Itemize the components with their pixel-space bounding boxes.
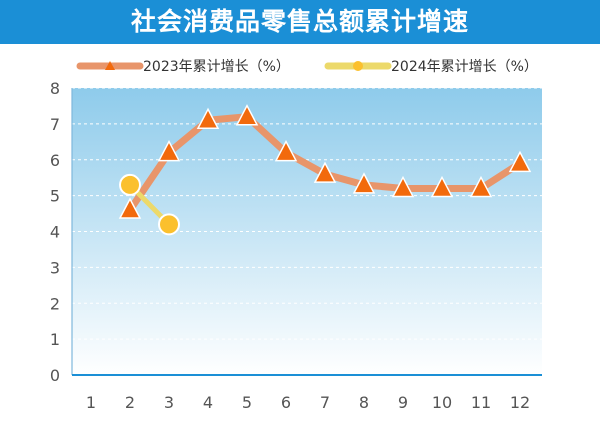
chart-title: 社会消费品零售总额累计增速 bbox=[130, 7, 469, 36]
data-point-circle bbox=[158, 213, 180, 236]
x-tick-label: 12 bbox=[510, 393, 530, 412]
legend-label: 2024年累计增长（%） bbox=[391, 59, 538, 75]
data-point-triangle bbox=[118, 197, 142, 219]
y-tick-label: 7 bbox=[50, 115, 60, 134]
y-tick-label: 8 bbox=[50, 79, 60, 98]
legend-marker-circle bbox=[353, 61, 363, 71]
x-tick-label: 10 bbox=[432, 393, 452, 412]
data-point-triangle bbox=[157, 139, 181, 162]
data-point-triangle bbox=[274, 139, 298, 162]
data-point-triangle bbox=[508, 150, 532, 173]
x-tick-label: 6 bbox=[281, 393, 291, 412]
data-point-triangle bbox=[313, 161, 337, 183]
x-tick-label: 2 bbox=[125, 393, 135, 412]
data-point-triangle bbox=[196, 107, 220, 130]
y-tick-label: 3 bbox=[50, 258, 60, 277]
data-point-circle bbox=[119, 173, 141, 196]
legend-marker-triangle bbox=[105, 61, 115, 70]
data-point-triangle bbox=[235, 104, 259, 126]
x-tick-label: 3 bbox=[164, 393, 174, 412]
x-tick-labels: 1 2 3 4 5 6 7 8 9 10 11 12 bbox=[86, 393, 530, 412]
gridlines bbox=[72, 87, 542, 340]
y-tick-label: 0 bbox=[50, 366, 60, 385]
data-point-triangle bbox=[469, 175, 493, 198]
y-tick-label: 1 bbox=[50, 330, 60, 349]
y-tick-label: 5 bbox=[50, 187, 60, 206]
x-tick-label: 4 bbox=[203, 393, 213, 412]
series-group bbox=[118, 104, 532, 236]
x-tick-label: 7 bbox=[320, 393, 330, 412]
title-banner bbox=[0, 0, 600, 44]
x-tick-label: 8 bbox=[359, 393, 369, 412]
y-tick-label: 6 bbox=[50, 151, 60, 170]
y-tick-label: 2 bbox=[50, 294, 60, 313]
data-point-triangle bbox=[352, 172, 376, 194]
x-tick-label: 9 bbox=[398, 393, 408, 412]
legend: 2023年累计增长（%） 2024年累计增长（%） bbox=[76, 59, 538, 75]
data-point-triangle bbox=[391, 175, 415, 198]
data-point-triangle bbox=[430, 175, 454, 198]
y-tick-labels: 0 1 2 3 4 5 6 7 8 bbox=[50, 79, 60, 385]
x-tick-label: 5 bbox=[242, 393, 252, 412]
legend-label: 2023年累计增长（%） bbox=[143, 59, 290, 75]
y-tick-label: 4 bbox=[50, 223, 60, 242]
x-tick-label: 1 bbox=[86, 393, 96, 412]
x-tick-label: 11 bbox=[471, 393, 491, 412]
